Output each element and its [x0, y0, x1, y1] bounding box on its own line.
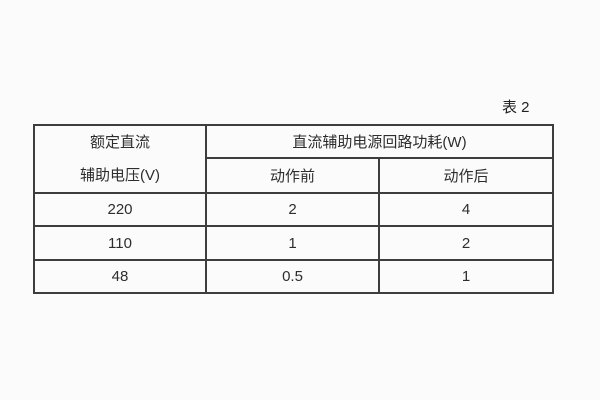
header-group-cell: 直流辅助电源回路功耗(W)	[205, 124, 554, 159]
table-row: 220 2 4	[33, 192, 554, 227]
header-voltage-line1: 额定直流	[89, 134, 150, 151]
table-cell: 48	[33, 259, 207, 294]
header-voltage-line2: 辅助电压(V)	[80, 167, 160, 184]
power-consumption-table: 额定直流 辅助电压(V) 直流辅助电源回路功耗(W) 动作前 动作后 220 2…	[33, 124, 554, 294]
table-caption: 表 2	[502, 99, 530, 116]
header-after-action-cell: 动作后	[378, 156, 554, 195]
table-cell: 2	[378, 225, 554, 261]
table-cell: 4	[378, 192, 554, 227]
header-before-action-cell: 动作前	[205, 156, 380, 195]
table-row: 110 1 2	[33, 225, 554, 261]
table-cell: 2	[205, 192, 380, 227]
header-voltage-cell: 额定直流 辅助电压(V)	[33, 124, 207, 194]
table-cell: 1	[205, 225, 380, 261]
table-cell: 220	[33, 192, 207, 227]
table-cell: 1	[378, 259, 554, 294]
table-cell: 110	[33, 225, 207, 261]
table-row: 48 0.5 1	[33, 259, 554, 294]
table-cell: 0.5	[205, 259, 380, 294]
